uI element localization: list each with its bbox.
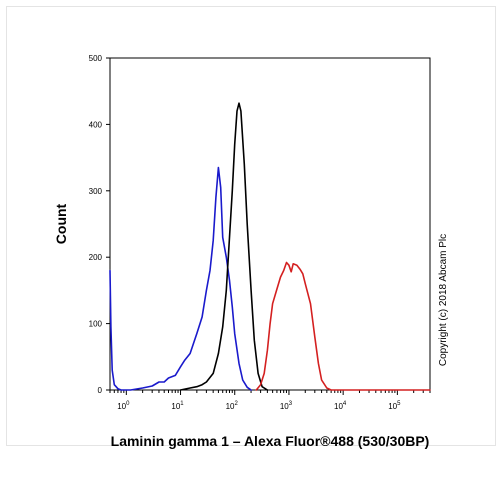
figure-border: [6, 6, 496, 446]
y-tick-label: 300: [89, 187, 103, 196]
plot-area-frame: [109, 57, 431, 391]
x-tick-label: 103: [280, 401, 293, 411]
series-line-2: [179, 102, 269, 391]
series-line-3: [255, 261, 431, 391]
y-tick-label: 0: [98, 386, 103, 395]
y-tick-label: 200: [89, 253, 103, 262]
x-tick-label: 104: [334, 401, 347, 411]
series-line-1: [109, 166, 252, 391]
x-axis-title: Laminin gamma 1 – Alexa Fluor®488 (530/3…: [111, 433, 430, 449]
copyright-text: Copyright (c) 2018 Abcam Plc: [438, 234, 449, 366]
x-tick-label: 100: [117, 401, 130, 411]
y-tick-label: 400: [89, 120, 103, 129]
y-tick-label: 100: [89, 320, 103, 329]
series-layer: [109, 102, 431, 391]
x-tick-label: 105: [388, 401, 401, 411]
x-tick-label: 101: [171, 401, 184, 411]
x-axis-ticks: 100 101 102 103 104 105: [109, 390, 431, 411]
y-axis-ticks: 0 100 200 300 400 500: [89, 54, 110, 395]
x-tick-label: 102: [226, 401, 239, 411]
y-axis-title: Count: [53, 203, 69, 244]
y-tick-label: 500: [89, 54, 103, 63]
